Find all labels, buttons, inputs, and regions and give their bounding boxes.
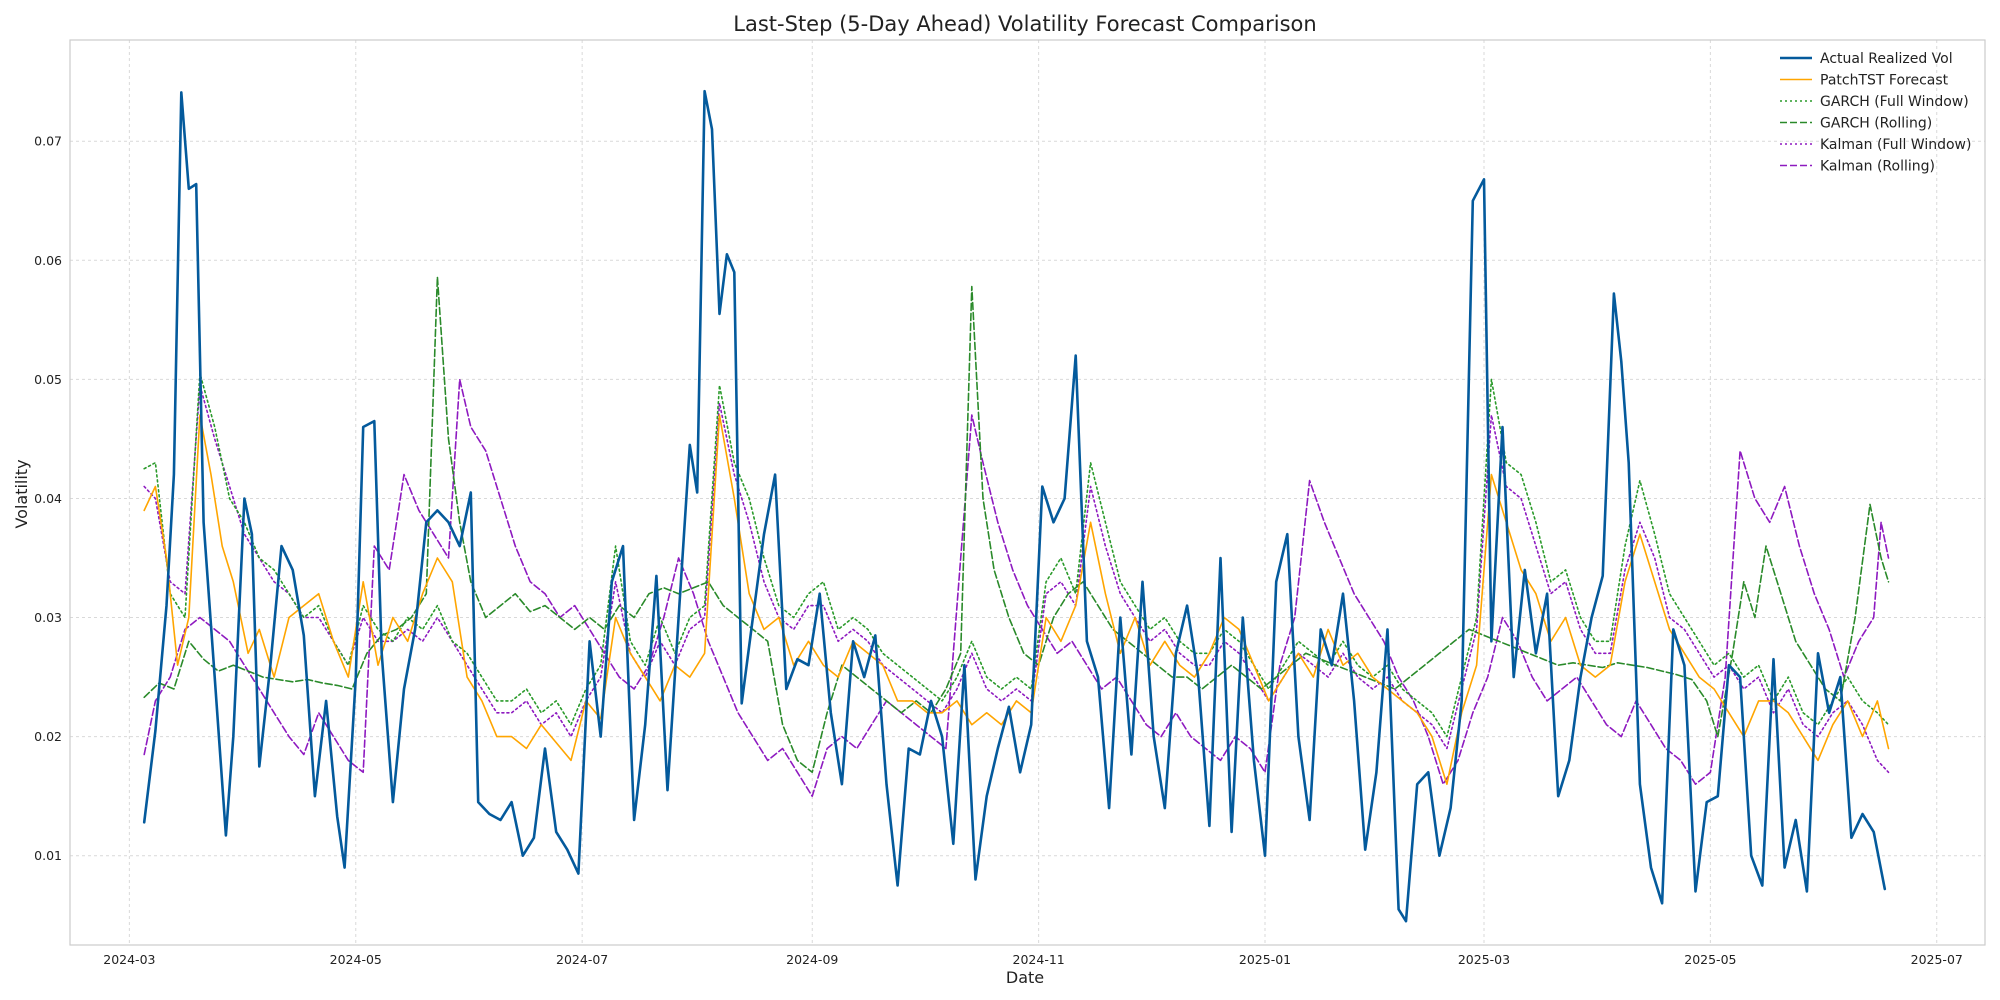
- tick-labels: 2024-03 2024-05 2024-07 2024-09 2024-11 2025-…: [34, 134, 1963, 967]
- legend-item: GARCH (Full Window): [1780, 94, 1969, 110]
- legend-item: Kalman (Full Window): [1780, 137, 1971, 153]
- y-tick-label: 0.05: [34, 372, 62, 387]
- legend: Actual Realized Vol PatchTST Forecast GARC…: [1780, 51, 1971, 175]
- chart-title: Last-Step (5-Day Ahead) Volatility Forec…: [733, 12, 1316, 36]
- x-tick-label: 2025-07: [1911, 952, 1963, 967]
- x-tick-label: 2024-05: [330, 952, 382, 967]
- y-axis-label: Volatility: [12, 459, 31, 528]
- x-tick-label: 2024-03: [103, 952, 155, 967]
- y-tick-label: 0.07: [34, 134, 62, 149]
- x-tick-label: 2025-01: [1239, 952, 1291, 967]
- y-tick-label: 0.06: [34, 253, 62, 268]
- series-line-patchtst-forecast: [143, 414, 1890, 785]
- legend-label: Actual Realized Vol: [1820, 51, 1953, 67]
- x-tick-label: 2024-07: [556, 952, 608, 967]
- grid-lines: [70, 40, 1985, 945]
- series-line-kalman-full-window: [143, 384, 1890, 774]
- x-axis-label: Date: [1006, 968, 1044, 987]
- legend-label: GARCH (Full Window): [1820, 94, 1969, 110]
- x-tick-label: 2024-09: [786, 952, 838, 967]
- legend-item: PatchTST Forecast: [1780, 73, 1949, 89]
- legend-item: Kalman (Rolling): [1780, 159, 1935, 175]
- legend-label: GARCH (Rolling): [1820, 116, 1932, 132]
- series-line-garch-full-window: [143, 372, 1890, 738]
- y-tick-label: 0.04: [34, 491, 62, 506]
- series-line-garch-rolling: [143, 276, 1890, 774]
- y-tick-label: 0.02: [34, 729, 62, 744]
- x-tick-label: 2024-11: [1013, 952, 1065, 967]
- legend-label: PatchTST Forecast: [1820, 73, 1949, 89]
- x-tick-label: 2025-03: [1458, 952, 1510, 967]
- series-line-kalman-rolling: [143, 378, 1890, 797]
- legend-item: Actual Realized Vol: [1780, 51, 1953, 67]
- legend-label: Kalman (Full Window): [1820, 137, 1971, 153]
- plot-frame: [69, 39, 1986, 946]
- y-tick-label: 0.01: [34, 848, 62, 863]
- series-line-actual-realized-vol: [142, 89, 1887, 923]
- y-tick-label: 0.03: [34, 610, 62, 625]
- legend-label: Kalman (Rolling): [1820, 159, 1935, 175]
- x-tick-label: 2025-05: [1684, 952, 1736, 967]
- legend-item: GARCH (Rolling): [1780, 116, 1932, 132]
- series-layer: [142, 89, 1890, 923]
